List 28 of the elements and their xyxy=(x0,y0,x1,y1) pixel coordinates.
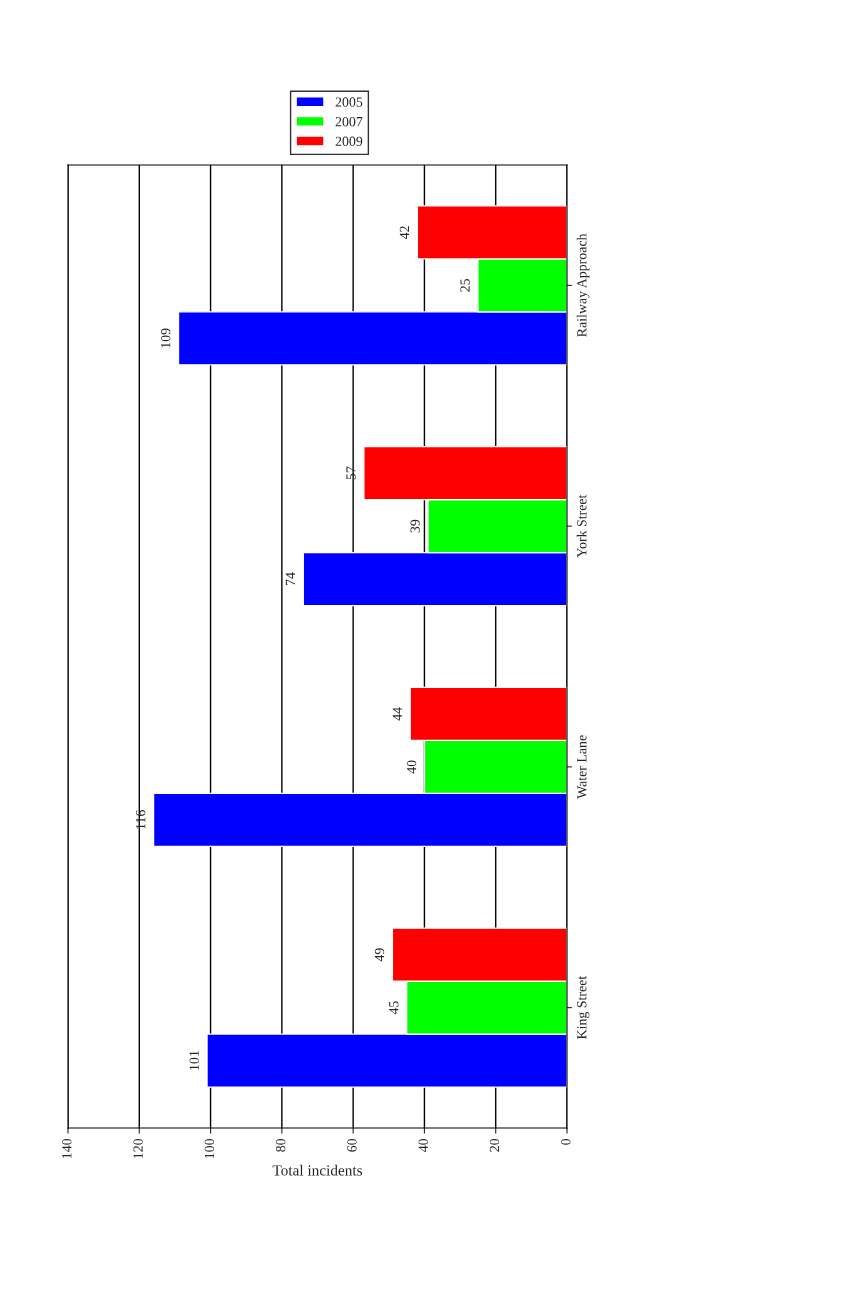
x-tick-label: 20 xyxy=(489,1138,500,1152)
legend-label: 2005 xyxy=(335,97,363,107)
y-tick-label: Water Lane xyxy=(577,735,587,799)
data-label: 25 xyxy=(460,278,470,292)
x-tick-label: 100 xyxy=(204,1138,215,1159)
x-tick-label: 80 xyxy=(275,1138,286,1152)
x-tick-label: 120 xyxy=(133,1138,143,1159)
data-label: 109 xyxy=(160,328,171,348)
data-label: 45 xyxy=(389,1001,399,1015)
data-label: 116 xyxy=(136,810,146,829)
x-tick-label: 140 xyxy=(62,1138,72,1159)
data-label: 101 xyxy=(189,1051,199,1070)
y-tick-label: King Street xyxy=(577,975,590,1040)
legend-label: 2009 xyxy=(335,136,363,146)
data-label: 49 xyxy=(374,948,385,962)
data-label: 40 xyxy=(406,760,417,774)
data-label: 42 xyxy=(399,226,409,240)
legend-label: 2007 xyxy=(335,116,363,127)
data-label: 39 xyxy=(410,519,420,533)
y-tick-label: Railway Approach xyxy=(576,233,590,337)
x-tick-label: 0 xyxy=(561,1138,571,1145)
data-label: 57 xyxy=(346,466,356,480)
y-tick-label: York Street xyxy=(576,494,587,558)
x-axis-title: Total incidents xyxy=(272,1164,363,1176)
x-tick-label: 60 xyxy=(347,1138,357,1152)
x-tick-label: 40 xyxy=(418,1138,428,1153)
data-label: 74 xyxy=(285,572,295,586)
data-label: 44 xyxy=(392,707,402,721)
